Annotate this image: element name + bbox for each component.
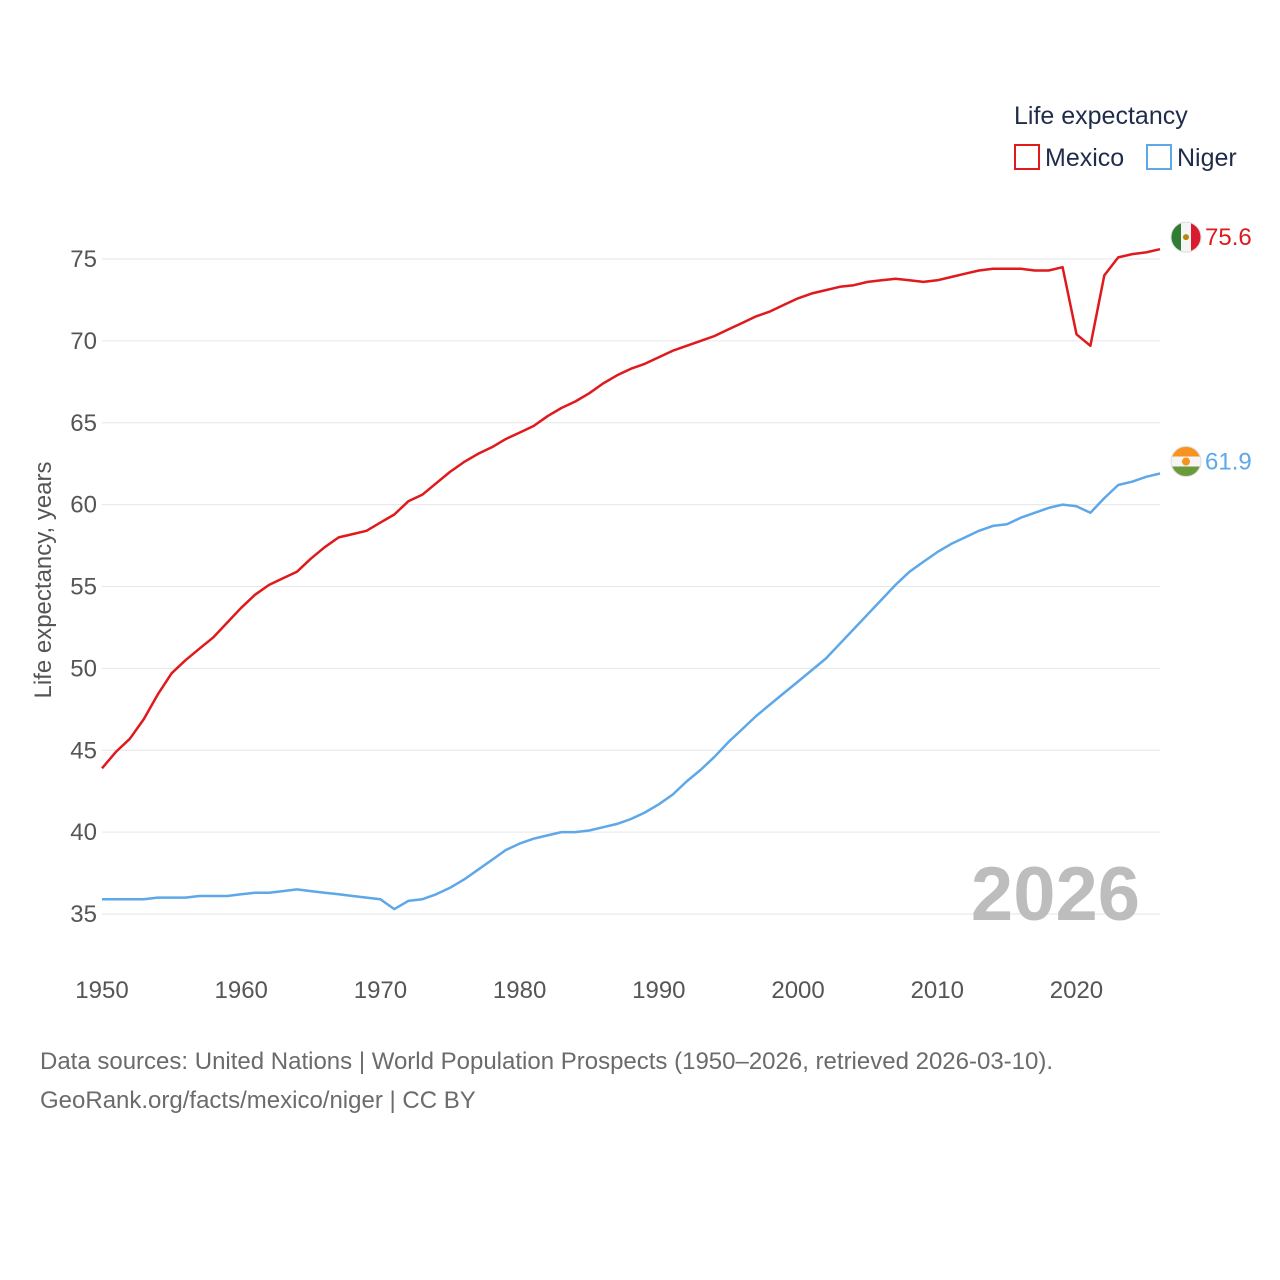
- legend-item-mexico[interactable]: Mexico: [1014, 144, 1124, 172]
- legend: Life expectancy Mexico Niger: [1014, 102, 1237, 172]
- y-axis-label: Life expectancy, years: [30, 461, 57, 698]
- legend-swatch-niger: [1146, 144, 1172, 170]
- legend-title: Life expectancy: [1014, 102, 1188, 130]
- y-tick-label: 40: [70, 819, 97, 846]
- y-tick-label: 50: [70, 655, 97, 682]
- x-tick-label: 2010: [911, 977, 964, 1004]
- series-lines: [101, 247, 1161, 911]
- y-tick-label: 65: [70, 410, 97, 437]
- y-tick-label: 55: [70, 574, 97, 601]
- x-tick-label: 1980: [493, 977, 546, 1004]
- end-value-niger: 61.9: [1205, 449, 1252, 476]
- y-tick-label: 60: [70, 492, 97, 519]
- line-chart: 35 40 45 50 55 60 65 70 75 1950 1960 1970 1980 1990 2…: [30, 102, 1252, 1004]
- x-tick-label: 2020: [1050, 977, 1103, 1004]
- end-value-mexico: 75.6: [1205, 224, 1252, 251]
- end-markers: 75.6 61.9: [1170, 221, 1252, 478]
- x-tick-label: 1970: [354, 977, 407, 1004]
- legend-swatch-mexico: [1014, 144, 1040, 170]
- gridlines: [102, 258, 1160, 915]
- mexico-flag-icon: [1170, 221, 1202, 253]
- x-tick-label: 1950: [75, 977, 128, 1004]
- data-source-text: Data sources: United Nations | World Pop…: [40, 1048, 1054, 1075]
- series-line-niger[interactable]: [102, 472, 1161, 911]
- niger-flag-icon: [1170, 446, 1202, 478]
- y-tick-label: 70: [70, 328, 97, 355]
- x-tick-label: 1990: [632, 977, 685, 1004]
- x-tick-label: 2000: [771, 977, 824, 1004]
- y-axis: 35 40 45 50 55 60 65 70 75: [70, 246, 97, 928]
- x-tick-label: 1960: [215, 977, 268, 1004]
- y-tick-label: 45: [70, 737, 97, 764]
- legend-label-mexico: Mexico: [1045, 144, 1124, 172]
- legend-label-niger: Niger: [1177, 144, 1237, 172]
- x-axis: 1950 1960 1970 1980 1990 2000 2010 2020: [75, 977, 1103, 1004]
- source-note: Data sources: United Nations | World Pop…: [40, 1042, 1053, 1120]
- credit-link[interactable]: GeoRank.org/facts/mexico/niger | CC BY: [40, 1087, 476, 1114]
- series-line-mexico[interactable]: [101, 247, 1161, 770]
- y-tick-label: 75: [70, 246, 97, 273]
- y-tick-label: 35: [70, 901, 97, 928]
- legend-item-niger[interactable]: Niger: [1146, 144, 1237, 172]
- year-watermark: 2026: [971, 852, 1140, 937]
